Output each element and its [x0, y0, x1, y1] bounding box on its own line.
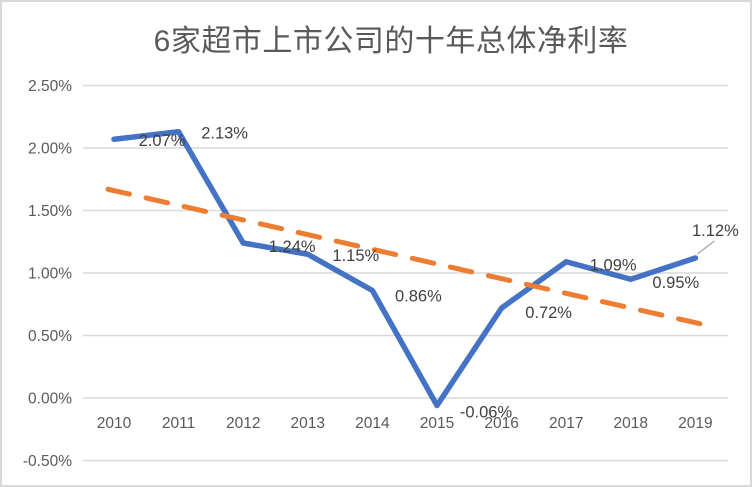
data-label: 1.09%	[590, 257, 637, 275]
x-axis-tick-label: 2010	[97, 415, 132, 432]
data-label: 2.13%	[201, 125, 248, 143]
data-label: 0.72%	[525, 304, 572, 322]
data-label: 1.24%	[269, 238, 316, 256]
data-label: 0.95%	[652, 274, 699, 292]
data-label: -0.06%	[460, 403, 513, 421]
x-axis-tick-label: 2015	[420, 415, 454, 432]
x-axis-tick-label: 2011	[162, 415, 195, 432]
chart-title: 6家超市上市公司的十年总体净利率	[153, 25, 629, 58]
y-axis-tick-label: -0.50%	[23, 453, 72, 470]
data-label: 1.15%	[332, 247, 379, 265]
trendline-dashed	[105, 186, 708, 328]
data-label: 2.07%	[139, 132, 186, 150]
data-label: 0.86%	[395, 287, 442, 305]
x-axis-tick-label: 2014	[355, 415, 390, 432]
x-axis-tick-label: 2019	[678, 415, 712, 432]
y-axis-tick-label: 0.00%	[28, 390, 72, 407]
x-axis-tick-label: 2012	[226, 415, 260, 432]
y-axis-tick-label: 1.50%	[28, 203, 72, 220]
net-profit-margin-line	[111, 129, 699, 409]
x-axis-tick-label: 2013	[291, 415, 325, 432]
y-axis-tick-label: 1.00%	[28, 265, 72, 282]
y-axis-tick-label: 2.00%	[28, 140, 72, 157]
y-axis-tick-label: 2.50%	[28, 78, 72, 95]
y-axis-tick-label: 0.50%	[28, 328, 72, 345]
x-axis-tick-label: 2018	[614, 415, 648, 432]
x-axis-tick-label: 2016	[484, 415, 518, 432]
data-label: 1.12%	[692, 222, 739, 240]
data-label-leader-line	[697, 240, 715, 255]
x-axis-tick-label: 2017	[549, 415, 583, 432]
